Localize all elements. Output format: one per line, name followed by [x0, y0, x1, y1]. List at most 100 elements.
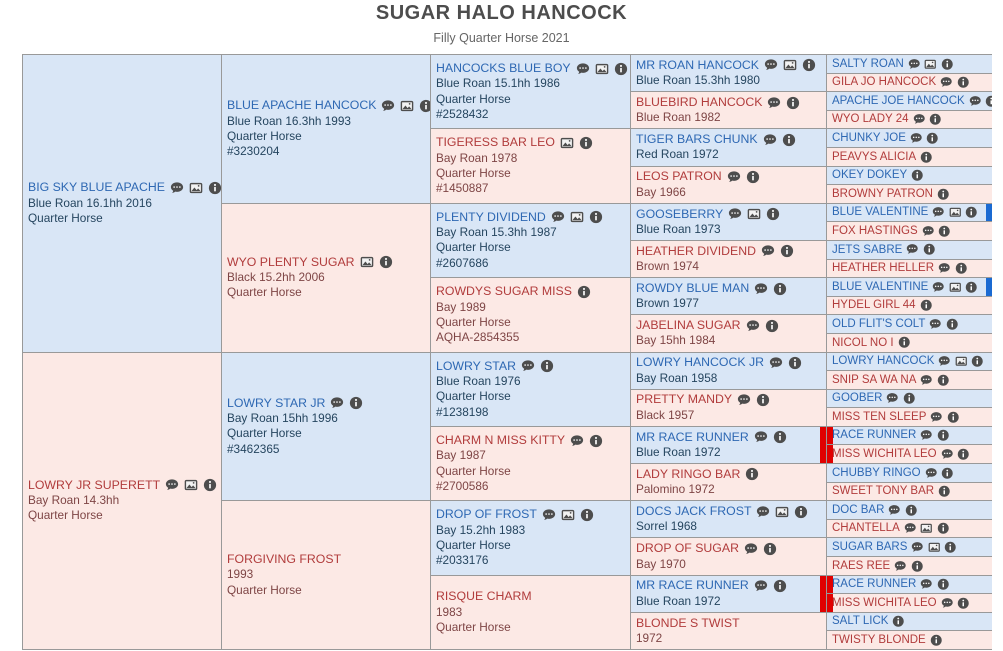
comments-icon[interactable]	[763, 133, 777, 147]
info-icon[interactable]	[905, 504, 918, 517]
comments-icon[interactable]	[737, 393, 751, 407]
info-icon[interactable]	[773, 430, 787, 444]
info-icon[interactable]	[579, 136, 593, 150]
horse-name-link[interactable]: LOWRY STAR JR	[227, 395, 326, 410]
horse-name-link[interactable]: OLD FLIT'S COLT	[832, 317, 926, 330]
photo-icon[interactable]	[949, 206, 962, 219]
info-icon[interactable]	[944, 541, 957, 554]
horse-name-link[interactable]: RACE RUNNER	[832, 429, 917, 442]
horse-name-link[interactable]: MR RACE RUNNER	[636, 578, 749, 593]
comments-icon[interactable]	[886, 392, 899, 405]
comments-icon[interactable]	[330, 396, 344, 410]
info-icon[interactable]	[903, 392, 916, 405]
info-icon[interactable]	[911, 169, 924, 182]
info-icon[interactable]	[782, 133, 796, 147]
horse-name-link[interactable]: CHUNKY JOE	[832, 131, 906, 144]
comments-icon[interactable]	[940, 76, 953, 89]
info-icon[interactable]	[746, 170, 760, 184]
horse-name-link[interactable]: CHANTELLA	[832, 522, 900, 535]
info-icon[interactable]	[937, 429, 950, 442]
horse-name-link[interactable]: LEOS PATRON	[636, 169, 722, 184]
comments-icon[interactable]	[727, 170, 741, 184]
horse-name-link[interactable]: HEATHER HELLER	[832, 262, 935, 275]
photo-icon[interactable]	[595, 62, 609, 76]
horse-name-link[interactable]: CHARM N MISS KITTY	[436, 432, 566, 447]
comments-icon[interactable]	[542, 508, 556, 522]
info-icon[interactable]	[788, 356, 802, 370]
comments-icon[interactable]	[769, 356, 783, 370]
comments-icon[interactable]	[381, 99, 395, 113]
photo-icon[interactable]	[561, 508, 575, 522]
horse-name-link[interactable]: RAES REE	[832, 559, 891, 572]
info-icon[interactable]	[780, 244, 794, 258]
info-icon[interactable]	[957, 448, 970, 461]
horse-name-link[interactable]: NICOL NO I	[832, 336, 894, 349]
comments-icon[interactable]	[908, 58, 921, 71]
photo-icon[interactable]	[570, 210, 584, 224]
info-icon[interactable]	[930, 634, 943, 647]
info-icon[interactable]	[756, 393, 770, 407]
comments-icon[interactable]	[941, 597, 954, 610]
info-icon[interactable]	[938, 225, 951, 238]
comments-icon[interactable]	[941, 448, 954, 461]
info-icon[interactable]	[419, 99, 430, 113]
info-icon[interactable]	[920, 299, 933, 312]
horse-name-link[interactable]: TIGER BARS CHUNK	[636, 132, 758, 147]
photo-icon[interactable]	[783, 58, 797, 72]
info-icon[interactable]	[765, 319, 779, 333]
horse-name-link[interactable]: SALT LICK	[832, 615, 889, 628]
comments-icon[interactable]	[170, 181, 184, 195]
info-icon[interactable]	[773, 579, 787, 593]
comments-icon[interactable]	[922, 225, 935, 238]
photo-icon[interactable]	[184, 478, 198, 492]
horse-name-link[interactable]: GOOSEBERRY	[636, 206, 724, 221]
info-icon[interactable]	[947, 411, 960, 424]
horse-name-link[interactable]: DROP OF FROST	[436, 507, 537, 522]
comments-icon[interactable]	[744, 542, 758, 556]
photo-icon[interactable]	[924, 58, 937, 71]
comments-icon[interactable]	[570, 434, 584, 448]
horse-name-link[interactable]: SWEET TONY BAR	[832, 485, 935, 498]
info-icon[interactable]	[203, 478, 217, 492]
comments-icon[interactable]	[938, 262, 951, 275]
horse-name-link[interactable]: PRETTY MANDY	[636, 392, 733, 407]
comments-icon[interactable]	[767, 96, 781, 110]
comments-icon[interactable]	[904, 522, 917, 535]
comments-icon[interactable]	[932, 206, 945, 219]
horse-name-link[interactable]: SNIP SA WA NA	[832, 373, 917, 386]
info-icon[interactable]	[923, 243, 936, 256]
horse-name-link[interactable]: BLUEBIRD HANCOCK	[636, 94, 763, 109]
horse-name-link[interactable]: LADY RINGO BAR	[636, 466, 741, 481]
horse-name-link[interactable]: WYO PLENTY SUGAR	[227, 254, 355, 269]
comments-icon[interactable]	[764, 58, 778, 72]
comments-icon[interactable]	[746, 319, 760, 333]
horse-name-link[interactable]: BLUE VALENTINE	[832, 206, 929, 219]
info-icon[interactable]	[802, 58, 816, 72]
photo-icon[interactable]	[400, 99, 414, 113]
comments-icon[interactable]	[920, 578, 933, 591]
info-icon[interactable]	[898, 336, 911, 349]
comments-icon[interactable]	[920, 429, 933, 442]
info-icon[interactable]	[937, 374, 950, 387]
comments-icon[interactable]	[932, 281, 945, 294]
info-icon[interactable]	[763, 542, 777, 556]
comments-icon[interactable]	[910, 132, 923, 145]
comments-icon[interactable]	[925, 467, 938, 480]
horse-name-link[interactable]: OKEY DOKEY	[832, 169, 908, 182]
horse-name-link[interactable]: FORGIVING FROST	[227, 552, 342, 567]
info-icon[interactable]	[926, 132, 939, 145]
photo-icon[interactable]	[928, 541, 941, 554]
horse-name-link[interactable]: BLONDE S TWIST	[636, 615, 740, 630]
comments-icon[interactable]	[756, 505, 770, 519]
comments-icon[interactable]	[911, 541, 924, 554]
comments-icon[interactable]	[929, 318, 942, 331]
horse-name-link[interactable]: BIG SKY BLUE APACHE	[28, 180, 165, 195]
horse-name-link[interactable]: TIGERESS BAR LEO	[436, 135, 555, 150]
info-icon[interactable]	[589, 210, 603, 224]
horse-name-link[interactable]: HEATHER DIVIDEND	[636, 243, 757, 258]
info-icon[interactable]	[580, 508, 594, 522]
horse-name-link[interactable]: ROWDY BLUE MAN	[636, 280, 750, 295]
info-icon[interactable]	[745, 467, 759, 481]
info-icon[interactable]	[349, 396, 363, 410]
horse-name-link[interactable]: MISS TEN SLEEP	[832, 410, 927, 423]
